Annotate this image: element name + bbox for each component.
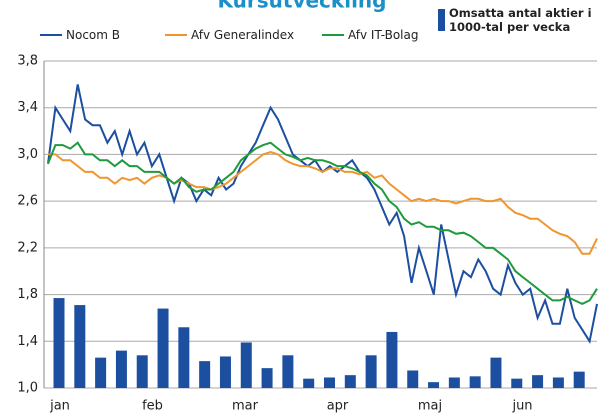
y-tick-label: 3,4 [17, 100, 38, 115]
bar [219, 356, 231, 388]
legend-swatch [165, 34, 187, 36]
bar [324, 377, 335, 388]
legend-item: Omsatta antal aktier i 1000-tal per veck… [438, 6, 599, 34]
bar [157, 308, 169, 388]
bar [365, 355, 377, 388]
bar [532, 375, 544, 388]
bar [74, 305, 86, 388]
legend-item: Afv Generalindex [165, 28, 294, 42]
y-tick-label: 3,8 [17, 54, 38, 69]
bar [386, 331, 398, 388]
bar [407, 370, 419, 388]
bar [344, 375, 356, 388]
y-tick-label: 1,0 [17, 381, 38, 396]
line-series [47, 141, 598, 306]
line-series [48, 151, 598, 255]
bar [573, 371, 585, 388]
legend-label: Nocom B [66, 28, 120, 42]
bar [115, 350, 127, 388]
bar [136, 355, 148, 388]
bar [303, 378, 315, 388]
x-tick-label: mar [232, 399, 259, 414]
y-tick-label: 3,0 [17, 147, 38, 162]
bar [261, 368, 273, 388]
bar [428, 382, 440, 388]
bar [240, 342, 252, 388]
bar [199, 361, 211, 388]
y-tick-label: 1,4 [17, 334, 38, 349]
bar [511, 378, 523, 388]
chart-title: Kursutveckling [218, 0, 387, 13]
legend-swatch [322, 34, 344, 36]
legend-item: Nocom B [40, 28, 120, 42]
bar [178, 327, 190, 388]
x-tick-label: maj [418, 399, 442, 414]
bar [282, 355, 294, 388]
legend-swatch [40, 34, 62, 36]
legend-label: Afv IT-Bolag [348, 28, 419, 42]
bar [448, 377, 460, 388]
legend: Nocom B Afv Generalindex Afv IT-Bolag Omsat… [0, 6, 603, 50]
bar [469, 376, 481, 388]
bar [53, 298, 65, 388]
legend-label: Afv Generalindex [191, 28, 295, 42]
bar [490, 357, 502, 388]
y-tick-label: 1,8 [17, 287, 38, 302]
bar [95, 357, 107, 388]
legend-label: Omsatta antal aktier i 1000-tal per veck… [449, 6, 592, 34]
x-tick-label: jun [511, 399, 532, 414]
x-tick-label: apr [327, 399, 349, 414]
legend-swatch [438, 9, 445, 31]
y-tick-label: 2,2 [17, 240, 38, 255]
x-tick-label: feb [142, 399, 163, 414]
legend-item: Afv IT-Bolag [322, 28, 418, 42]
bar [552, 377, 564, 388]
x-tick-label: jan [49, 399, 70, 414]
y-tick-label: 2,6 [17, 194, 38, 209]
